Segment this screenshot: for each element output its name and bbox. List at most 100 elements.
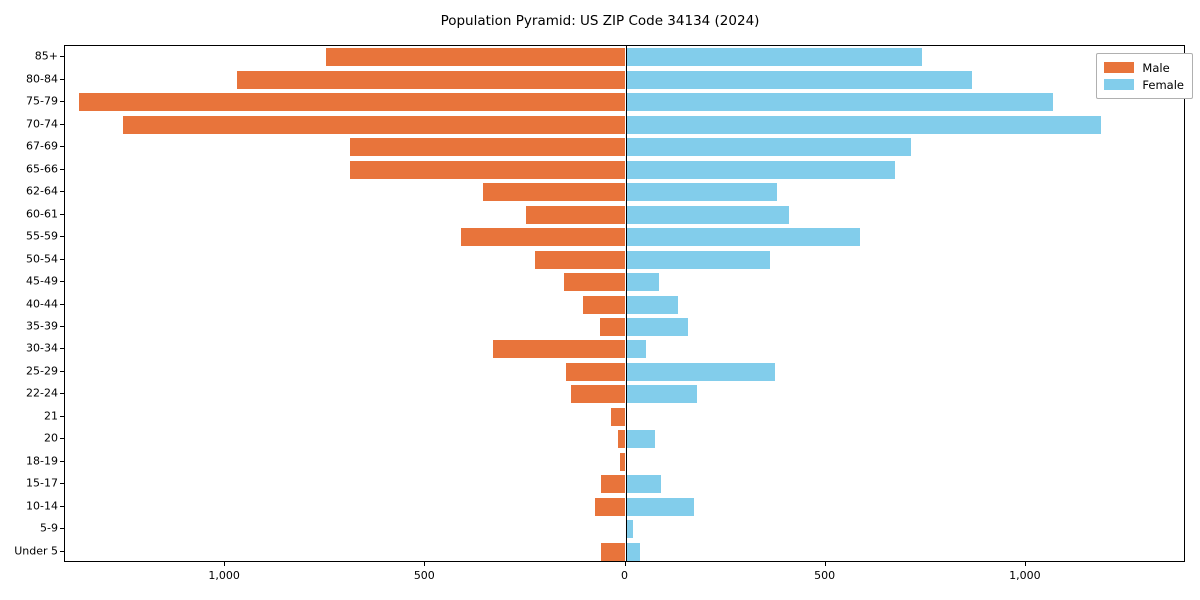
y-tick-mark bbox=[60, 348, 64, 350]
x-tick-mark bbox=[624, 562, 626, 566]
bar-row bbox=[65, 250, 1184, 269]
bar-row bbox=[65, 520, 1184, 539]
bar-male[interactable] bbox=[599, 317, 626, 336]
bar-male[interactable] bbox=[583, 295, 626, 314]
y-tick-mark bbox=[60, 550, 64, 552]
x-tick-label: 500 bbox=[413, 569, 435, 582]
y-tick-mark bbox=[60, 505, 64, 507]
bar-row bbox=[65, 385, 1184, 404]
y-tick-label-60-61: 60-61 bbox=[26, 207, 58, 221]
y-tick-label-18-19: 18-19 bbox=[26, 454, 58, 468]
bar-female[interactable] bbox=[625, 183, 777, 202]
bar-row bbox=[65, 48, 1184, 67]
bar-row bbox=[65, 497, 1184, 516]
bar-male[interactable] bbox=[611, 407, 626, 426]
bar-female[interactable] bbox=[625, 475, 661, 494]
bar-male[interactable] bbox=[566, 362, 626, 381]
bar-row bbox=[65, 317, 1184, 336]
bar-male[interactable] bbox=[79, 93, 626, 112]
bar-male[interactable] bbox=[618, 430, 626, 449]
bar-female[interactable] bbox=[625, 273, 659, 292]
y-tick-label-40-44: 40-44 bbox=[26, 297, 58, 310]
bar-row bbox=[65, 138, 1184, 157]
bar-male[interactable] bbox=[535, 250, 626, 269]
bar-row bbox=[65, 542, 1184, 561]
y-tick-label-55-59: 55-59 bbox=[26, 229, 58, 243]
y-tick-label-22-24: 22-24 bbox=[26, 386, 58, 400]
y-tick-label-65-66: 65-66 bbox=[26, 162, 58, 176]
bar-female[interactable] bbox=[625, 295, 678, 314]
y-tick-mark bbox=[60, 303, 64, 305]
y-tick-mark bbox=[60, 528, 64, 530]
y-tick-mark bbox=[60, 483, 64, 485]
bar-row bbox=[65, 407, 1184, 426]
bar-female[interactable] bbox=[625, 93, 1054, 112]
x-tick-label: 1,000 bbox=[1009, 569, 1041, 582]
bar-female[interactable] bbox=[625, 48, 923, 67]
bar-male[interactable] bbox=[620, 452, 626, 471]
bar-row bbox=[65, 273, 1184, 292]
bar-male[interactable] bbox=[460, 228, 626, 247]
bar-female[interactable] bbox=[625, 497, 694, 516]
bar-male[interactable] bbox=[236, 70, 626, 89]
bar-row bbox=[65, 70, 1184, 89]
y-tick-label-70-74: 70-74 bbox=[26, 117, 58, 131]
bar-female[interactable] bbox=[625, 385, 698, 404]
chart-legend: Male Female bbox=[1096, 53, 1193, 99]
bar-row bbox=[65, 183, 1184, 202]
bar-male[interactable] bbox=[123, 115, 626, 134]
y-tick-mark bbox=[60, 393, 64, 395]
chart-title: Population Pyramid: US ZIP Code 34134 (2… bbox=[440, 13, 760, 29]
bar-female[interactable] bbox=[625, 340, 647, 359]
y-tick-mark bbox=[60, 168, 64, 170]
legend-label-female: Female bbox=[1142, 77, 1184, 92]
bar-female[interactable] bbox=[625, 160, 895, 179]
bar-male[interactable] bbox=[492, 340, 626, 359]
y-tick-mark bbox=[60, 370, 64, 372]
bar-female[interactable] bbox=[625, 205, 790, 224]
bar-male[interactable] bbox=[326, 48, 626, 67]
x-tick-mark bbox=[1024, 562, 1026, 566]
y-tick-label-15-17: 15-17 bbox=[26, 476, 58, 490]
y-tick-label-85-: 85+ bbox=[34, 49, 58, 63]
bar-male[interactable] bbox=[525, 205, 626, 224]
bar-male[interactable] bbox=[595, 497, 626, 516]
y-tick-label-5-9: 5-9 bbox=[40, 521, 58, 535]
bar-male[interactable] bbox=[601, 542, 626, 561]
bar-male[interactable] bbox=[571, 385, 626, 404]
y-tick-label-under-5: Under 5 bbox=[14, 544, 58, 558]
bar-male[interactable] bbox=[349, 160, 626, 179]
bar-female[interactable] bbox=[625, 70, 972, 89]
bar-female[interactable] bbox=[625, 115, 1102, 134]
bar-female[interactable] bbox=[625, 228, 860, 247]
bar-male[interactable] bbox=[564, 273, 626, 292]
bar-row bbox=[65, 205, 1184, 224]
plot-inner bbox=[65, 46, 1184, 561]
bar-male[interactable] bbox=[483, 183, 626, 202]
y-tick-mark bbox=[60, 460, 64, 462]
legend-entry-male[interactable]: Male bbox=[1104, 59, 1184, 76]
bar-male[interactable] bbox=[349, 138, 626, 157]
y-tick-label-67-69: 67-69 bbox=[26, 139, 58, 153]
x-tick-label: 500 bbox=[814, 569, 836, 582]
y-tick-label-75-79: 75-79 bbox=[26, 94, 58, 108]
bar-female[interactable] bbox=[625, 317, 688, 336]
legend-label-male: Male bbox=[1142, 60, 1170, 75]
bar-female[interactable] bbox=[625, 542, 640, 561]
bar-row bbox=[65, 160, 1184, 179]
y-tick-label-35-39: 35-39 bbox=[26, 319, 58, 333]
x-tick-mark bbox=[224, 562, 226, 566]
bar-female[interactable] bbox=[625, 430, 655, 449]
bar-female[interactable] bbox=[625, 520, 633, 539]
legend-entry-female[interactable]: Female bbox=[1104, 76, 1184, 93]
bar-row bbox=[65, 228, 1184, 247]
bar-female[interactable] bbox=[625, 138, 911, 157]
bar-female[interactable] bbox=[625, 362, 775, 381]
bar-row bbox=[65, 93, 1184, 112]
bar-male[interactable] bbox=[601, 475, 626, 494]
x-tick-label: 1,000 bbox=[208, 569, 240, 582]
y-tick-label-62-64: 62-64 bbox=[26, 184, 58, 198]
y-tick-label-30-34: 30-34 bbox=[26, 341, 58, 355]
bar-female[interactable] bbox=[625, 250, 770, 269]
y-tick-mark bbox=[60, 78, 64, 80]
